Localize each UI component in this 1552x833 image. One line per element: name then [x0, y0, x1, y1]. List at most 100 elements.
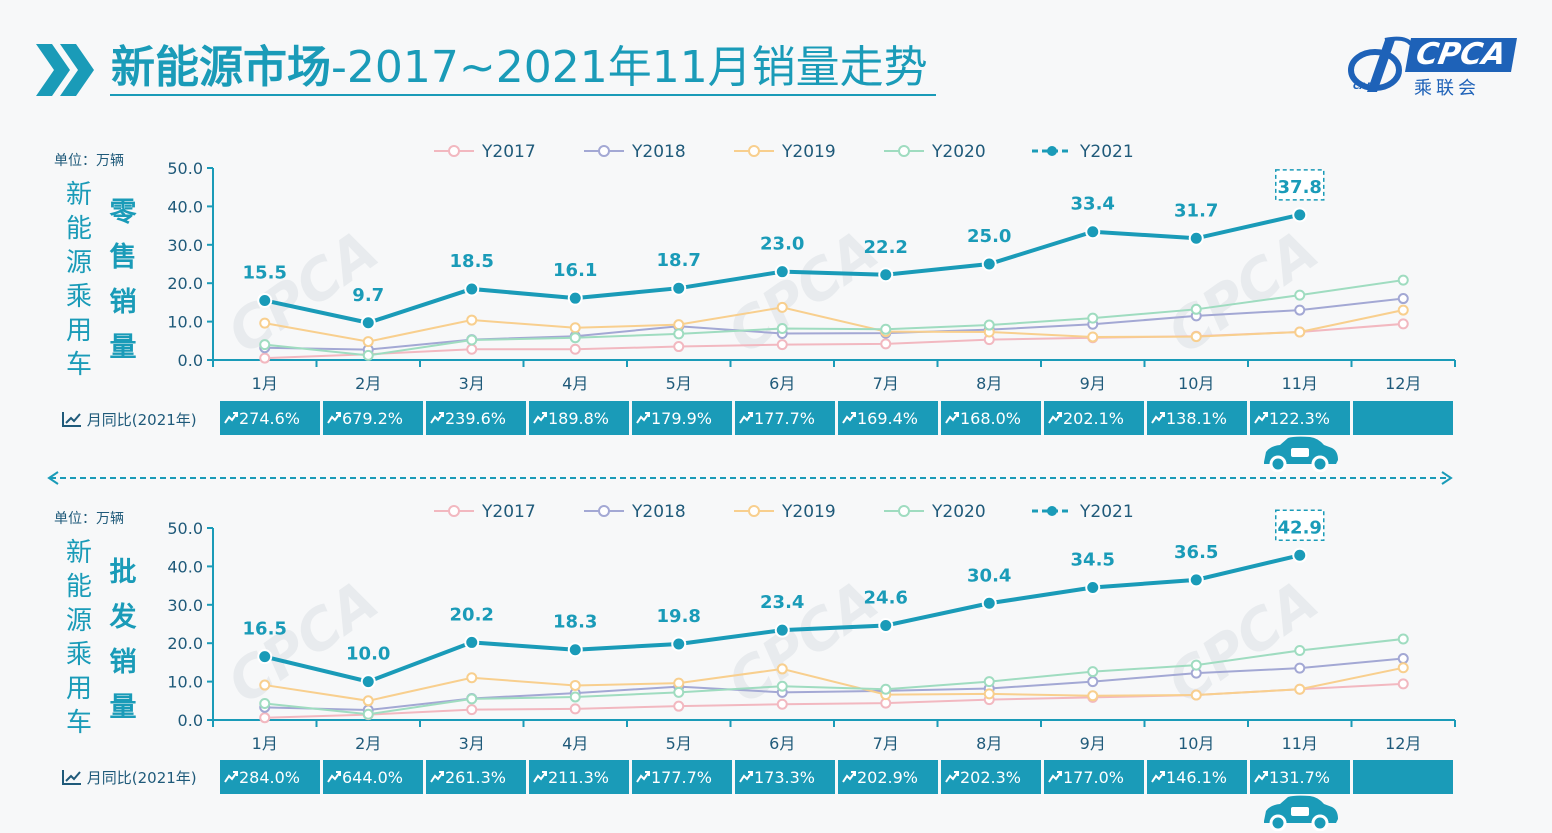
data-point-Y2021 [981, 256, 997, 272]
data-point-Y2019 [362, 695, 374, 707]
yoy-value: 211.3% [548, 767, 610, 787]
yoy-value: 189.8% [548, 408, 610, 428]
yoy-cell: 122.3% [1250, 401, 1350, 435]
data-label: 10.0 [346, 644, 390, 665]
y-tick-label: 50.0 [167, 159, 203, 178]
yoy-cell: 177.7% [632, 760, 732, 794]
yoy-cell: 202.9% [838, 760, 938, 794]
data-point-Y2019 [1397, 304, 1409, 316]
trend-up-icon [1151, 771, 1165, 783]
trend-chart-icon [62, 770, 81, 785]
data-point-Y2020 [673, 328, 685, 340]
yoy-label-wholesale: 月同比(2021年) [62, 767, 197, 788]
yoy-value: 202.1% [1063, 408, 1125, 428]
x-tick-label: 3月 [459, 734, 485, 753]
yoy-cell: 168.0% [941, 401, 1041, 435]
data-point-Y2020 [1294, 644, 1306, 656]
data-label: 30.4 [967, 565, 1011, 586]
yoy-row-wholesale: 284.0% 644.0% 261.3% 211.3% 177.7% 173.3% 202.… [220, 760, 1453, 794]
data-point-Y2019 [673, 319, 685, 331]
yoy-row-retail: 274.6% 679.2% 239.6% 189.8% 179.9% 177.7% 169.… [220, 401, 1453, 435]
x-tick-label: 2月 [355, 374, 381, 393]
data-point-Y2021 [1188, 572, 1204, 588]
data-point-Y2018 [1397, 653, 1409, 665]
data-label: 25.0 [967, 226, 1011, 247]
data-point-Y2019 [1294, 683, 1306, 695]
side-char: 源 [65, 606, 92, 636]
side-char: 源 [65, 248, 92, 278]
x-tick-label: 9月 [1080, 734, 1106, 753]
trend-up-icon [327, 771, 341, 783]
yoy-cell: 138.1% [1147, 401, 1247, 435]
trend-up-icon [945, 771, 959, 783]
data-point-Y2019 [776, 301, 788, 313]
main-char: 批 [109, 557, 137, 588]
x-tick-label: 8月 [976, 734, 1002, 753]
data-point-Y2021 [567, 290, 583, 306]
series-line-Y2019 [264, 666, 1404, 702]
yoy-value: 202.3% [960, 767, 1022, 787]
x-tick-label: 4月 [562, 734, 588, 753]
side-char: 乘 [65, 282, 92, 312]
data-point-Y2020 [466, 693, 478, 705]
data-point-Y2018 [1294, 304, 1306, 316]
legend-label: Y2021 [1079, 502, 1134, 522]
data-point-Y2021 [878, 618, 894, 634]
side-char: 乘 [65, 640, 92, 670]
yoy-label-text: 月同比(2021年) [86, 411, 197, 429]
main-char: 零 [109, 197, 137, 228]
data-point-Y2021 [360, 315, 376, 331]
series-line-Y2021 [264, 553, 1301, 684]
data-label: 9.7 [352, 285, 384, 306]
yoy-cell [1353, 401, 1453, 435]
side-char: 用 [65, 316, 92, 346]
x-tick-label: 4月 [562, 374, 588, 393]
data-point-Y2020 [983, 676, 995, 688]
car-icon [1264, 795, 1338, 831]
wholesale-chart: 0.0 10.0 20.0 30.0 40.0 50.0 1月 2月 3月 4月 5月 6月 7月 8月 9… [167, 502, 1456, 753]
data-point-Y2020 [569, 332, 581, 344]
yoy-value: 146.1% [1166, 767, 1228, 787]
data-point-Y2019 [1294, 326, 1306, 338]
main-char: 售 [109, 242, 137, 273]
legend-label: Y2018 [631, 502, 686, 522]
data-point-Y2019 [569, 322, 581, 334]
data-point-Y2017 [466, 343, 478, 355]
legend-label: Y2017 [481, 142, 536, 162]
legend-label: Y2019 [781, 502, 836, 522]
data-point-Y2020 [1190, 659, 1202, 671]
data-point-Y2021 [878, 267, 894, 283]
data-label: 20.2 [450, 604, 494, 625]
y-tick-label: 20.0 [167, 634, 203, 653]
series-line-Y2019 [264, 306, 1404, 343]
trend-up-icon [1254, 412, 1268, 424]
logo-cn: 乘联会 [1414, 78, 1480, 99]
x-tick-label: 3月 [459, 374, 485, 393]
yoy-value: 274.6% [239, 408, 301, 428]
yoy-value: 168.0% [960, 408, 1022, 428]
car-icon [1264, 436, 1338, 472]
side-label-wholesale: 新 能 源 乘 用 车 [64, 536, 94, 740]
yoy-value: 644.0% [342, 767, 404, 787]
legend-swatch-marker [748, 505, 760, 517]
yoy-value: 177.7% [651, 767, 713, 787]
series-line-Y2018 [264, 657, 1404, 712]
side-char: 新 [65, 538, 92, 568]
trend-up-icon [327, 412, 341, 424]
trend-up-icon [1048, 771, 1062, 783]
data-point-Y2020 [362, 349, 374, 361]
main-char: 量 [109, 692, 137, 723]
data-point-Y2020 [259, 697, 271, 709]
y-tick-label: 50.0 [167, 519, 203, 538]
data-point-Y2020 [776, 680, 788, 692]
side-char: 能 [65, 572, 92, 602]
yoy-label-text: 月同比(2021年) [86, 769, 197, 787]
data-point-Y2021 [257, 292, 273, 308]
yoy-cell: 177.0% [1044, 760, 1144, 794]
x-tick-label: 5月 [666, 734, 692, 753]
yoy-cell: 211.3% [529, 760, 629, 794]
yoy-value: 169.4% [857, 408, 919, 428]
yoy-value: 131.7% [1269, 767, 1331, 787]
trend-up-icon [1151, 412, 1165, 424]
data-label: 36.5 [1174, 542, 1218, 563]
